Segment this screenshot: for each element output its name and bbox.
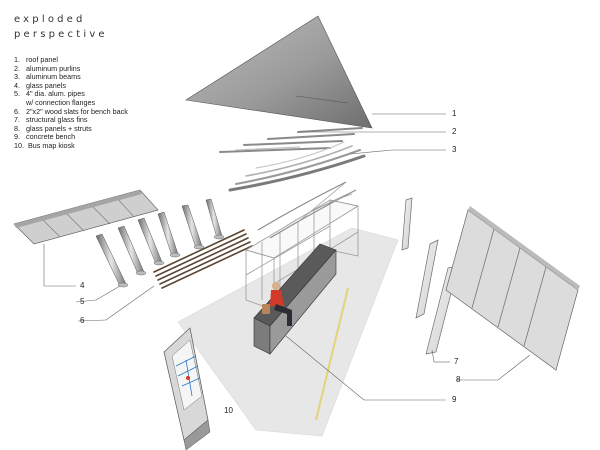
callout-9: 9	[452, 395, 457, 404]
leader-lines	[43, 113, 531, 401]
callout-8: 8	[456, 375, 461, 384]
legend-item: 1. roof panel	[14, 55, 58, 64]
seated-person	[262, 282, 292, 326]
legend: 1. roof panel 2. aluminum purlins 3. alumin…	[14, 55, 128, 151]
legend-item: 6. 2"x2" wood slats for bench back	[14, 106, 128, 116]
callout-10: 10	[224, 406, 233, 415]
curb-line	[315, 287, 349, 421]
callout-7: 7	[454, 357, 459, 366]
title-line-2: perspective	[14, 29, 108, 40]
legend-item: 8. glass panels + struts	[14, 123, 92, 133]
legend-item: 2. aluminum purlins	[14, 63, 81, 73]
callout-2: 2	[452, 127, 457, 136]
roof-panel	[185, 15, 373, 129]
legend-item: 9. concrete bench	[14, 132, 76, 142]
aluminum-purlins	[219, 127, 363, 153]
callout-6: 6	[80, 316, 85, 325]
callout-3: 3	[452, 145, 457, 154]
legend-item: 3. aluminum beams	[14, 72, 81, 82]
wood-slats	[153, 229, 253, 289]
aluminum-beams	[228, 141, 366, 192]
legend-item-continuation: w/ connection flanges	[26, 97, 96, 107]
aluminum-pipes	[95, 198, 223, 287]
callout-4: 4	[80, 281, 85, 290]
callout-5: 5	[80, 297, 85, 306]
title-line-1: exploded	[14, 14, 86, 25]
legend-item: 4. glass panels	[14, 80, 66, 90]
legend-item: 7. structural glass fins	[14, 115, 88, 125]
pipe-flanges	[117, 234, 225, 288]
glass-panels-right	[445, 206, 580, 371]
legend-item: 5. 4" dia. alum. pipes	[14, 89, 85, 99]
bus-map-kiosk	[163, 327, 211, 450]
glass-panels-left	[13, 189, 159, 245]
callout-1: 1	[452, 109, 457, 118]
legend-item: 10. Bus map kiosk	[14, 140, 75, 150]
